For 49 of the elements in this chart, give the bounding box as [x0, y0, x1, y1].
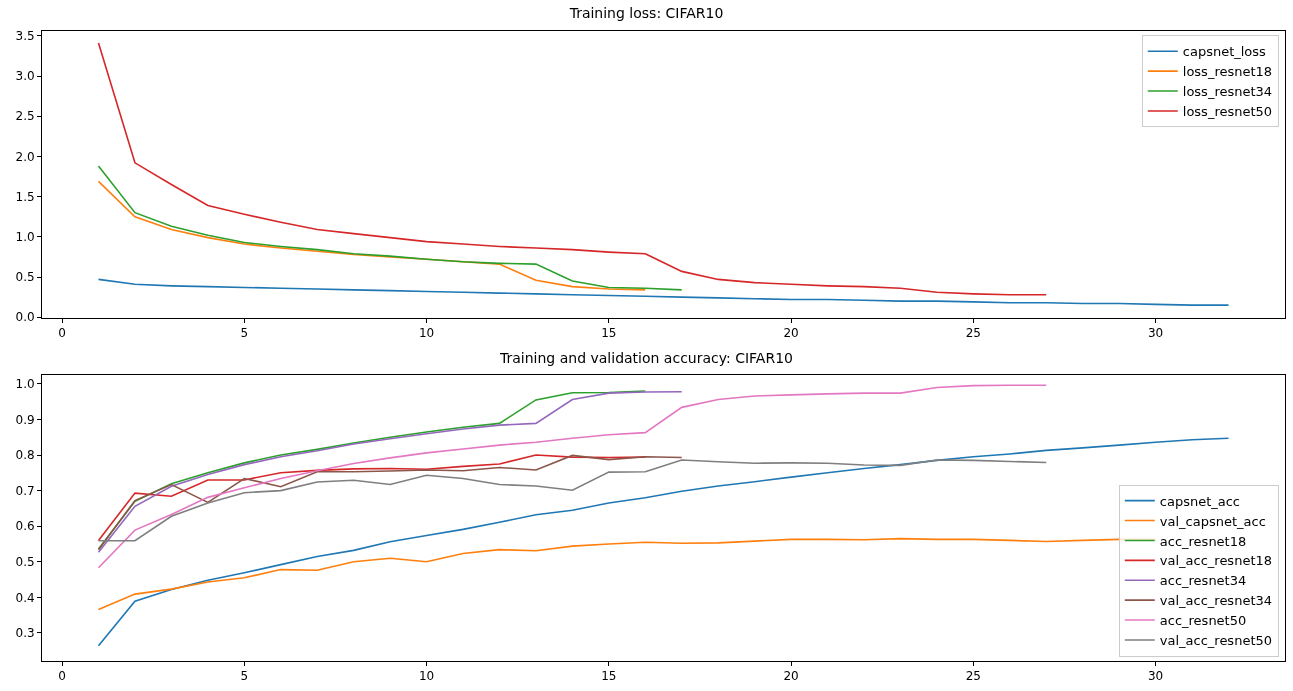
y-tick-label: 1.5 — [15, 189, 35, 204]
y-tick-label: 0.0 — [15, 310, 35, 325]
x-tick-label: 20 — [783, 669, 799, 684]
y-tick-label: 0.6 — [15, 519, 35, 534]
y-tick-label: 1.0 — [15, 377, 35, 392]
x-tick-label: 30 — [1147, 669, 1164, 684]
x-tick-label: 10 — [418, 669, 435, 684]
legend-label: capsnet_loss — [1182, 44, 1267, 60]
line-series — [97, 278, 1230, 306]
line-series — [97, 459, 1048, 542]
legend-label: val_acc_resnet50 — [1159, 633, 1273, 649]
x-tick-label: 5 — [240, 669, 249, 684]
legend-label: acc_resnet50 — [1159, 613, 1247, 629]
y-tick-label: 0.7 — [15, 483, 35, 498]
line-series — [97, 165, 683, 291]
x-tick-label: 20 — [783, 326, 799, 341]
x-tick-label: 15 — [601, 669, 617, 684]
legend-label: loss_resnet18 — [1182, 64, 1273, 80]
x-tick-label: 25 — [965, 669, 981, 684]
legend-label: val_capsnet_acc — [1159, 513, 1266, 529]
x-tick-label: 0 — [58, 669, 66, 684]
y-tick-label: 0.3 — [15, 626, 35, 641]
y-tick-label: 0.4 — [15, 590, 35, 605]
chart-title: Training loss: CIFAR10 — [568, 4, 724, 21]
y-tick-label: 3.0 — [15, 69, 35, 84]
legend-label: acc_resnet18 — [1159, 533, 1247, 549]
y-tick-label: 1.0 — [15, 230, 35, 244]
legend-label: acc_resnet34 — [1159, 573, 1247, 589]
x-tick-label: 15 — [601, 326, 617, 341]
y-tick-label: 0.9 — [15, 412, 35, 427]
y-tick-label: 0.5 — [15, 270, 35, 285]
y-tick-label: 0.5 — [15, 554, 35, 569]
x-tick-label: 5 — [240, 326, 249, 341]
legend-label: val_acc_resnet18 — [1159, 553, 1273, 569]
x-tick-label: 30 — [1147, 326, 1164, 341]
x-tick-label: 0 — [58, 326, 66, 341]
x-tick-label: 25 — [965, 326, 981, 341]
line-series — [97, 384, 1048, 569]
legend-label: loss_resnet34 — [1182, 84, 1273, 100]
line-series — [97, 42, 1048, 296]
y-tick-label: 2.5 — [15, 109, 35, 124]
legend-label: val_acc_resnet34 — [1159, 593, 1273, 609]
y-tick-label: 3.5 — [15, 29, 35, 44]
legend-label: capsnet_acc — [1159, 493, 1241, 509]
y-tick-label: 0.8 — [15, 448, 35, 463]
x-tick-label: 10 — [418, 326, 435, 341]
chart-title: Training and validation accuracy: CIFAR10 — [499, 349, 793, 366]
legend-label: loss_resnet50 — [1182, 104, 1273, 120]
y-tick-label: 2.0 — [15, 149, 35, 164]
